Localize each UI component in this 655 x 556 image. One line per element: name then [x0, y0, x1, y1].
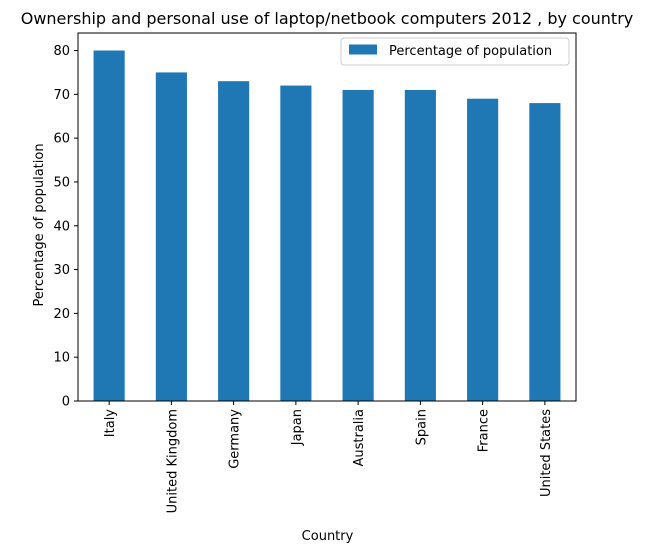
bar-united-states	[529, 103, 561, 401]
x-tick-label: France	[477, 409, 492, 452]
y-tick-label: 40	[53, 219, 70, 234]
x-axis-ticks: Italy United Kingdom Germany Japan Australia…	[103, 401, 554, 513]
legend-swatch	[349, 44, 377, 55]
x-tick-label: Spain	[414, 409, 429, 445]
y-tick-label: 80	[53, 44, 70, 59]
bar-germany	[218, 81, 250, 401]
x-tick-label: Germany	[228, 409, 243, 469]
y-axis-ticks: 0 10 20 30 40 50 60 70 80	[53, 44, 78, 410]
x-axis-label: Country	[302, 529, 354, 544]
x-tick-label: United States	[539, 409, 554, 497]
legend-box	[340, 37, 570, 66]
y-tick-label: 10	[53, 351, 70, 366]
y-tick-label: 60	[53, 132, 70, 147]
y-tick-label: 30	[53, 263, 70, 278]
chart-title: Ownership and personal use of laptop/net…	[21, 9, 634, 28]
x-tick-label: United Kingdom	[165, 409, 180, 513]
y-tick-label: 50	[53, 175, 70, 190]
axes-layer	[77, 32, 577, 402]
bar-spain	[404, 89, 436, 401]
y-tick-label: 0	[62, 395, 70, 410]
legend: Percentage of population	[340, 37, 570, 66]
y-tick-label: 20	[53, 307, 70, 322]
x-tick-label: Italy	[103, 409, 118, 438]
bar-united-kingdom	[155, 72, 187, 402]
legend-label: Percentage of population	[389, 44, 552, 59]
y-tick-label: 70	[53, 88, 70, 103]
plot-frame	[77, 32, 577, 402]
bar-japan	[280, 85, 312, 401]
bar-italy	[93, 50, 125, 402]
x-tick-label: Japan	[290, 409, 305, 446]
bar-france	[467, 98, 499, 402]
bars-layer	[93, 50, 561, 402]
x-tick-label: Australia	[352, 409, 367, 467]
bar-australia	[342, 89, 374, 401]
y-axis-label: Percentage of population	[32, 143, 47, 306]
